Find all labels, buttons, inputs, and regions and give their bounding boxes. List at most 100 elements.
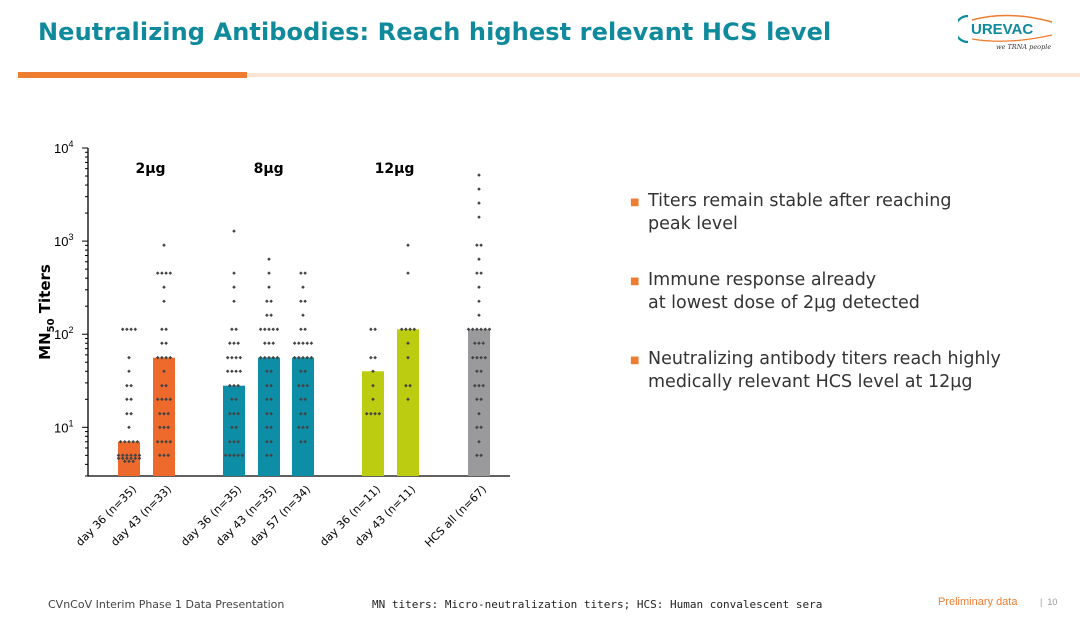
bullet-item: ■ Neutralizing antibody titers reach hig… (630, 348, 1070, 394)
data-point (230, 355, 234, 360)
data-point (129, 383, 133, 388)
data-point (466, 327, 471, 332)
data-point (475, 397, 479, 402)
data-point (265, 453, 269, 458)
data-point (269, 313, 273, 318)
data-point (479, 327, 483, 332)
data-point (158, 453, 162, 458)
bar (468, 329, 490, 476)
y-axis-title: MN50 Titers (36, 264, 57, 360)
bullet-list: ■ Titers remain stable after reaching pe… (630, 190, 1070, 427)
data-point (483, 355, 488, 360)
data-point (164, 397, 168, 402)
data-point (267, 327, 271, 332)
data-point (155, 439, 160, 444)
data-point (299, 271, 303, 275)
data-point (475, 355, 479, 360)
data-point (269, 369, 273, 374)
data-point (232, 341, 236, 346)
page-number: | 10 (1040, 597, 1057, 607)
data-point (263, 355, 267, 360)
data-point (373, 327, 377, 332)
data-point (155, 271, 160, 275)
bullet-item: ■ Immune response already at lowest dose… (630, 269, 1070, 315)
data-point (118, 439, 123, 444)
data-point (133, 327, 138, 332)
data-point (265, 397, 269, 402)
bullet-marker: ■ (630, 197, 640, 208)
x-tick-label: day 43 (n=11) (352, 483, 418, 549)
data-point (483, 327, 488, 332)
data-point (271, 327, 275, 332)
data-point (223, 453, 228, 458)
data-point (166, 425, 170, 430)
bullet-text: Immune response already (648, 270, 877, 290)
data-point (305, 425, 309, 430)
data-point (299, 327, 303, 332)
logo-swoosh-bottom (971, 34, 1053, 42)
data-point (232, 271, 236, 275)
data-point (299, 439, 303, 444)
data-point (258, 355, 263, 360)
data-point (373, 411, 377, 416)
data-point (477, 173, 481, 177)
data-point (371, 383, 375, 388)
data-point (116, 453, 121, 458)
data-point (230, 397, 234, 402)
data-point (162, 285, 166, 289)
data-point (475, 243, 479, 247)
data-point (232, 453, 236, 458)
bullet-marker: ■ (630, 276, 640, 287)
data-point (303, 327, 307, 332)
data-point (406, 355, 410, 360)
data-point (164, 439, 168, 444)
data-point (377, 411, 382, 416)
data-point (238, 369, 243, 374)
data-point (477, 411, 481, 416)
data-point (155, 355, 160, 360)
data-point (162, 369, 166, 374)
data-point (232, 229, 236, 233)
data-point (265, 439, 269, 444)
data-point (479, 355, 483, 360)
data-point (406, 271, 410, 275)
data-point (162, 411, 166, 416)
data-point (477, 439, 481, 444)
data-point (228, 341, 232, 346)
data-point (299, 397, 303, 402)
data-point (269, 425, 273, 430)
data-point (164, 271, 168, 275)
data-point (263, 341, 267, 346)
data-point (168, 397, 173, 402)
data-point (309, 341, 314, 346)
y-tick-label: 103 (54, 232, 73, 249)
data-point (303, 411, 307, 416)
data-point (271, 355, 275, 360)
data-point (477, 299, 481, 304)
bar (292, 357, 314, 476)
data-point (120, 456, 125, 461)
data-point (301, 341, 305, 346)
data-point (475, 425, 479, 430)
data-point (292, 355, 297, 360)
data-point (479, 397, 483, 402)
data-point (265, 313, 269, 318)
data-point (408, 383, 412, 388)
data-point (477, 313, 481, 318)
data-point (404, 327, 408, 332)
data-point (297, 355, 301, 360)
data-point (164, 355, 168, 360)
data-point (234, 355, 238, 360)
data-point (162, 425, 166, 430)
data-point (269, 299, 273, 304)
data-point (160, 327, 164, 332)
data-point (125, 456, 129, 461)
data-point (160, 397, 164, 402)
data-point (265, 425, 269, 430)
data-point (228, 383, 232, 388)
bar (118, 441, 140, 476)
data-point (301, 285, 305, 289)
data-point (297, 341, 301, 346)
bullet-marker: ■ (630, 355, 640, 366)
